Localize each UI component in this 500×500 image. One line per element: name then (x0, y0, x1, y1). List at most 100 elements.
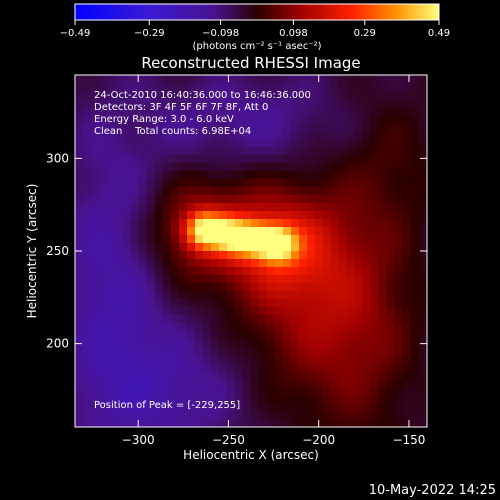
heatmap-cell (371, 115, 380, 124)
heatmap-cell (323, 99, 332, 108)
heatmap-cell (275, 75, 284, 84)
heatmap-cell (419, 147, 427, 156)
heatmap-cell (99, 243, 108, 252)
x-axis-label: Heliocentric X (arcsec) (183, 448, 319, 462)
heatmap-cell (179, 291, 188, 300)
heatmap-cell (403, 395, 412, 404)
heatmap-cell (411, 315, 420, 324)
heatmap-cell (411, 187, 420, 196)
heatmap-cell (147, 99, 156, 108)
heatmap-cell (75, 163, 84, 172)
heatmap-cell (283, 75, 292, 84)
heatmap-cell (411, 107, 420, 116)
heatmap-cell (83, 355, 92, 364)
heatmap-cell (291, 403, 300, 412)
heatmap-cell (419, 307, 427, 316)
heatmap-cell (155, 307, 164, 316)
heatmap-cell (291, 179, 300, 188)
heatmap-cell (243, 371, 252, 380)
heatmap-cell (331, 395, 340, 404)
heatmap-cell (171, 171, 180, 180)
colorbar-tick-label: −0.098 (202, 28, 239, 39)
heatmap-cell (219, 171, 228, 180)
heatmap-cell (155, 99, 164, 108)
heatmap-cell (283, 331, 292, 340)
heatmap-cell (155, 227, 164, 236)
heatmap-cell (227, 107, 236, 116)
heatmap-cell (299, 131, 308, 140)
heatmap-cell (411, 251, 420, 260)
heatmap-cell (315, 355, 324, 364)
heatmap-cell (235, 291, 244, 300)
heatmap-cell (283, 339, 292, 348)
heatmap-cell (355, 195, 364, 204)
heatmap-cell (315, 283, 324, 292)
heatmap-cell (163, 419, 172, 427)
heatmap-cell (419, 259, 427, 268)
heatmap-cell (203, 291, 212, 300)
heatmap-cell (83, 339, 92, 348)
heatmap-cell (171, 211, 180, 220)
heatmap-cell (195, 323, 204, 332)
heatmap-cell (99, 179, 108, 188)
heatmap-cell (107, 419, 116, 427)
heatmap-cell (387, 163, 396, 172)
heatmap-cell (251, 259, 260, 268)
annotation-peak-position: Position of Peak = [-229,255] (94, 400, 240, 411)
heatmap-cell (395, 75, 404, 84)
heatmap-cell (115, 219, 124, 228)
heatmap-cell (227, 99, 236, 108)
heatmap-cell (331, 275, 340, 284)
heatmap-cell (99, 115, 108, 124)
heatmap-cell (379, 395, 388, 404)
heatmap-cell (123, 291, 132, 300)
heatmap-cell (339, 219, 348, 228)
heatmap-cell (99, 283, 108, 292)
heatmap-cell (155, 339, 164, 348)
heatmap-cell (355, 403, 364, 412)
heatmap-cell (275, 275, 284, 284)
heatmap-cell (331, 203, 340, 212)
heatmap-cell (195, 187, 204, 196)
heatmap-cell (195, 99, 204, 108)
heatmap-cell (203, 411, 212, 420)
heatmap-cell (147, 75, 156, 84)
heatmap-cell (299, 371, 308, 380)
heatmap-cell (163, 267, 172, 276)
heatmap-cell (331, 315, 340, 324)
heatmap-cell (235, 331, 244, 340)
heatmap-cell (195, 131, 204, 140)
colorbar-tick-label: −0.49 (60, 28, 91, 39)
heatmap-cell (283, 227, 292, 236)
heatmap-cell (419, 315, 427, 324)
heatmap-cell (283, 115, 292, 124)
heatmap-cell (291, 275, 300, 284)
heatmap-cell (339, 163, 348, 172)
heatmap-cell (155, 251, 164, 260)
heatmap-cell (227, 123, 236, 132)
heatmap-cell (347, 283, 356, 292)
heatmap-cell (251, 131, 260, 140)
heatmap-cell (243, 315, 252, 324)
heatmap-cell (195, 395, 204, 404)
heatmap-cell (307, 379, 316, 388)
heatmap-cell (347, 251, 356, 260)
heatmap-cell (299, 203, 308, 212)
heatmap-cell (147, 251, 156, 260)
heatmap-cell (387, 203, 396, 212)
heatmap-cell (315, 91, 324, 100)
heatmap-cell (347, 131, 356, 140)
heatmap-cell (219, 235, 228, 244)
heatmap-cell (339, 99, 348, 108)
heatmap-cell (283, 99, 292, 108)
heatmap-cell (251, 163, 260, 172)
heatmap-cell (315, 395, 324, 404)
heatmap-cell (355, 275, 364, 284)
heatmap-cell (403, 211, 412, 220)
heatmap-cell (227, 355, 236, 364)
heatmap-cell (171, 411, 180, 420)
heatmap-cell (331, 83, 340, 92)
heatmap-cell (219, 283, 228, 292)
heatmap-cell (387, 291, 396, 300)
heatmap-cell (211, 235, 220, 244)
